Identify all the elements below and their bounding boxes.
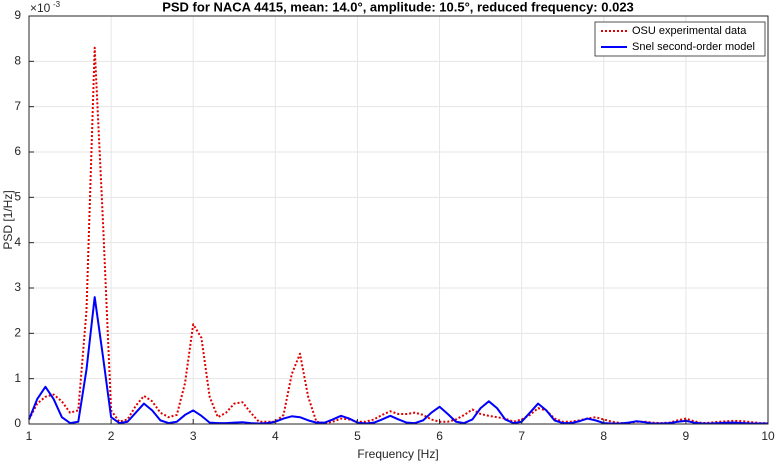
x-tick-label: 2: [108, 429, 115, 443]
x-tick-label: 10: [761, 429, 775, 443]
y-multiplier-base: ×10: [30, 1, 51, 15]
x-tick-label: 7: [518, 429, 525, 443]
legend-label: OSU experimental data: [632, 25, 747, 37]
y-tick-label: 6: [14, 144, 21, 158]
y-tick-label: 9: [14, 8, 21, 22]
y-tick-label: 4: [14, 235, 21, 249]
y-tick-label: 1: [14, 371, 21, 385]
axes-box: [28, 15, 769, 425]
y-tick-label: 5: [14, 190, 21, 204]
x-axis-label: Frequency [Hz]: [357, 447, 438, 461]
y-tick-label: 0: [14, 416, 21, 430]
x-tick-label: 4: [272, 429, 279, 443]
legend-label: Snel second-order model: [632, 41, 755, 53]
y-tick-label: 2: [14, 326, 21, 340]
x-tick-label: 9: [683, 429, 690, 443]
y-tick-label: 3: [14, 280, 21, 294]
series-line: [28, 296, 768, 425]
y-tick-label: 8: [14, 54, 21, 68]
plot: [28, 46, 768, 425]
chart-title: PSD for NACA 4415, mean: 14.0°, amplitud…: [162, 0, 634, 14]
y-multiplier-exponent: -3: [53, 0, 61, 9]
y-tick-label: 7: [14, 99, 21, 113]
x-tick-label: 8: [600, 429, 607, 443]
x-tick-label: 6: [436, 429, 443, 443]
x-tick-label: 1: [26, 429, 33, 443]
x-tick-label: 3: [190, 429, 197, 443]
y-axis-label: PSD [1/Hz]: [1, 190, 15, 249]
legend: OSU experimental data Snel second-order m…: [594, 21, 766, 57]
legend-box: [594, 21, 766, 57]
x-tick-label: 5: [354, 429, 361, 443]
